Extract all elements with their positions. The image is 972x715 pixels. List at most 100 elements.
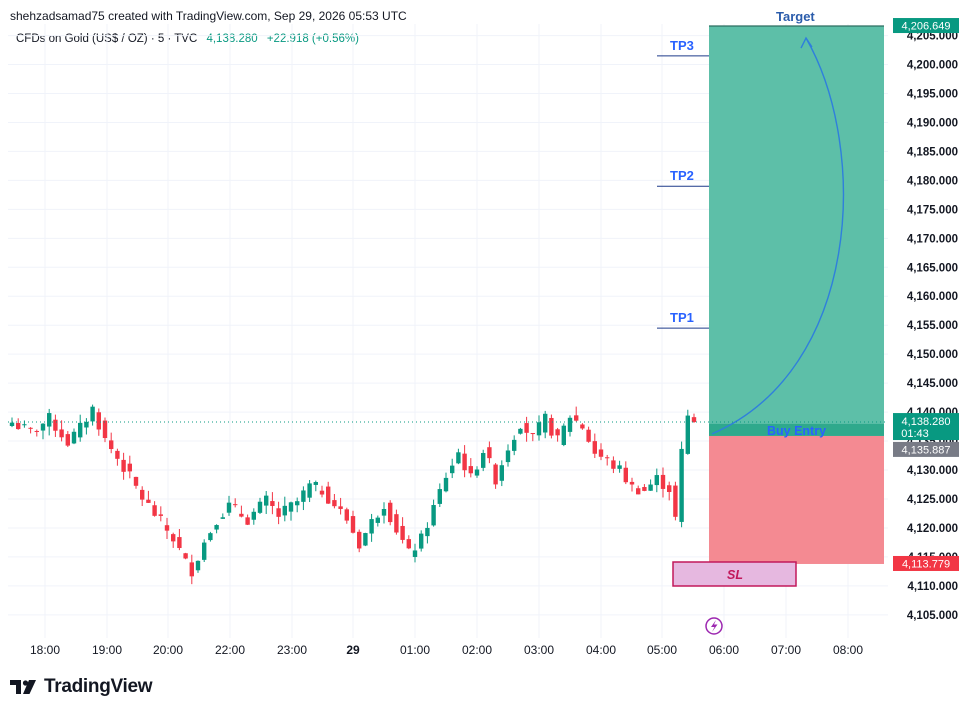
y-tick-label: 4,125.000 bbox=[907, 494, 958, 506]
tradingview-brand[interactable]: TradingView bbox=[10, 676, 153, 698]
candle-body bbox=[22, 424, 27, 426]
candle-body bbox=[406, 539, 411, 549]
candle-body bbox=[487, 447, 492, 459]
candle-body bbox=[226, 502, 232, 513]
candle-body bbox=[332, 500, 337, 507]
y-tick-label: 4,155.000 bbox=[907, 320, 958, 332]
sl-label: SL bbox=[727, 568, 743, 582]
candle-body bbox=[648, 484, 653, 491]
candle-body bbox=[177, 537, 182, 549]
candle-body bbox=[357, 531, 362, 549]
candle-body bbox=[350, 516, 356, 533]
x-tick-label: 22:00 bbox=[215, 643, 245, 657]
candle-body bbox=[245, 517, 250, 525]
x-tick-label: 05:00 bbox=[647, 643, 677, 657]
candle-body bbox=[189, 562, 194, 577]
candle-body bbox=[375, 517, 380, 523]
candle-body bbox=[549, 417, 554, 436]
candle-body bbox=[419, 533, 424, 549]
x-tick-label: 23:00 bbox=[277, 643, 307, 657]
target-price-tag-label: 4,206.649 bbox=[902, 21, 951, 33]
candle-body bbox=[326, 486, 331, 504]
candle-body bbox=[202, 542, 207, 560]
y-tick-label: 4,170.000 bbox=[907, 233, 958, 245]
candle-body bbox=[605, 457, 610, 459]
candle-body bbox=[443, 477, 449, 492]
y-tick-label: 4,145.000 bbox=[907, 378, 958, 390]
lightning-icon bbox=[711, 620, 718, 632]
candle-body bbox=[338, 506, 343, 509]
profit-zone bbox=[709, 26, 884, 436]
candle-body bbox=[400, 525, 405, 540]
target-label: Target bbox=[776, 9, 815, 24]
candle-body bbox=[561, 425, 566, 446]
candle-body bbox=[636, 488, 641, 495]
candle-body bbox=[512, 439, 517, 451]
candle-body bbox=[530, 433, 535, 435]
candle-body bbox=[685, 415, 690, 454]
x-tick-label: 07:00 bbox=[771, 643, 801, 657]
candle-body bbox=[288, 502, 294, 512]
candle-body bbox=[276, 508, 281, 517]
buy-entry-label: Buy Entry bbox=[767, 424, 826, 438]
x-tick-label: 06:00 bbox=[709, 643, 739, 657]
candle-body bbox=[555, 429, 560, 436]
target-arrow bbox=[711, 37, 845, 435]
tp-level-label: TP3 bbox=[670, 38, 694, 53]
candle-body bbox=[394, 514, 399, 533]
candle-body bbox=[28, 427, 33, 429]
candle-body bbox=[586, 429, 591, 442]
candle-body bbox=[34, 430, 39, 432]
candle-body bbox=[40, 423, 46, 431]
y-tick-label: 4,110.000 bbox=[907, 581, 958, 593]
candle-body bbox=[679, 448, 684, 522]
x-tick-label: 01:00 bbox=[400, 643, 430, 657]
candle-body bbox=[164, 525, 170, 531]
candle-body bbox=[388, 502, 393, 523]
candle-body bbox=[425, 527, 430, 537]
candle-body bbox=[121, 459, 126, 472]
x-tick-label: 08:00 bbox=[833, 643, 863, 657]
entry-band bbox=[709, 423, 884, 436]
candle-body bbox=[524, 423, 529, 433]
candle-body bbox=[629, 481, 635, 485]
y-tick-label: 4,105.000 bbox=[907, 610, 958, 622]
candle-body bbox=[53, 419, 58, 431]
entry-price-tag-label: 4,135.887 bbox=[902, 444, 951, 456]
candle-body bbox=[257, 501, 263, 513]
tradingview-logo-icon bbox=[10, 680, 36, 694]
candle-body bbox=[667, 485, 672, 493]
candle-body bbox=[598, 449, 604, 457]
y-tick-label: 4,195.000 bbox=[907, 89, 958, 101]
candle-body bbox=[623, 467, 628, 483]
candle-body bbox=[152, 505, 157, 516]
candle-body bbox=[481, 453, 486, 468]
candle-body bbox=[462, 453, 467, 471]
target-arrow-head bbox=[800, 36, 813, 49]
candle-body bbox=[437, 489, 442, 504]
stop-price-tag bbox=[893, 555, 959, 571]
entry-price-tag bbox=[893, 441, 959, 457]
candle-body bbox=[319, 490, 325, 495]
candle-body bbox=[673, 485, 678, 517]
y-tick-label: 4,150.000 bbox=[907, 349, 958, 361]
candle-body bbox=[431, 505, 436, 526]
candle-body bbox=[450, 465, 455, 474]
x-tick-label: 02:00 bbox=[462, 643, 492, 657]
candle-body bbox=[78, 422, 83, 438]
candle-body bbox=[84, 421, 89, 428]
candle-body bbox=[574, 415, 579, 421]
candle-body bbox=[239, 513, 244, 517]
x-tick-label: 03:00 bbox=[524, 643, 554, 657]
candle-body bbox=[567, 417, 573, 432]
y-tick-label: 4,185.000 bbox=[907, 146, 958, 158]
candle-body bbox=[536, 422, 542, 436]
x-tick-label: 29 bbox=[346, 643, 360, 657]
last-price-tag bbox=[893, 413, 959, 441]
candle-body bbox=[307, 483, 312, 498]
candle-body bbox=[220, 517, 225, 519]
candle-body bbox=[90, 406, 95, 422]
y-tick-label: 4,165.000 bbox=[907, 262, 958, 274]
